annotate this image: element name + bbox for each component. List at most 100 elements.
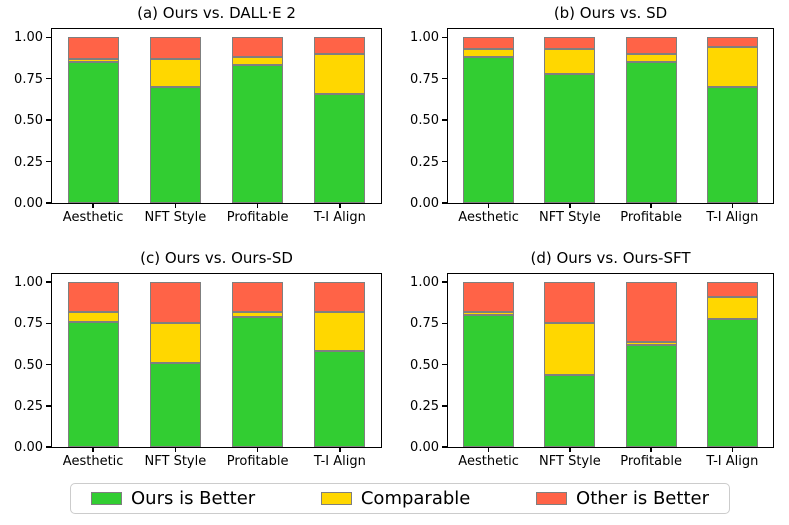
y-tick-mark (442, 36, 447, 39)
x-tick-mark (569, 203, 571, 208)
y-tick-label: 0.25 (410, 154, 439, 170)
segment-other-is-better (706, 37, 758, 48)
x-tick-mark (174, 203, 177, 208)
y-tick-mark (442, 119, 447, 121)
segment-comparable (232, 57, 284, 66)
segment-other-is-better (544, 282, 596, 324)
x-tick-label-aesthetic: Aesthetic (458, 454, 519, 469)
y-tick-mark (442, 77, 447, 80)
y-tick-mark (46, 119, 51, 121)
segment-other-is-better (314, 37, 366, 54)
segment-ours-is-better (625, 62, 677, 203)
y-tick-mark (46, 77, 51, 80)
legend-item-other-is-better: Other is Better (536, 487, 709, 509)
y-tick-label: 0.00 (410, 196, 439, 211)
segment-ours-is-better (314, 93, 366, 203)
segment-ours-is-better (544, 374, 596, 447)
segment-ours-is-better (463, 57, 515, 203)
y-tick-label: 0.00 (14, 196, 43, 211)
y-tick-mark (46, 160, 51, 163)
segment-comparable (625, 53, 677, 63)
segment-comparable (706, 297, 758, 319)
x-tick-mark (650, 447, 652, 452)
segment-other-is-better (463, 282, 515, 312)
segment-ours-is-better (67, 62, 119, 203)
x-tick-label-nft-style: NFT Style (144, 210, 207, 225)
segment-other-is-better (149, 37, 201, 59)
segment-ours-is-better (67, 321, 119, 447)
segment-ours-is-better (544, 73, 596, 203)
x-tick-label-aesthetic: Aesthetic (62, 210, 124, 225)
segment-other-is-better (625, 37, 677, 54)
segment-comparable (314, 53, 366, 94)
x-tick-mark (731, 447, 734, 452)
y-tick-mark (442, 281, 447, 283)
subplot-a-title: (a) Ours vs. DALL·E 2 (137, 4, 296, 22)
segment-other-is-better (232, 37, 284, 58)
legend-item-comparable: Comparable (320, 487, 471, 509)
subplot-c-plot-area: 0.00 0.25 0.50 0.75 1.00 Aesthetic NFT Style Pr… (14, 273, 382, 468)
y-tick-label: 0.75 (14, 71, 43, 87)
segment-comparable (149, 58, 201, 87)
y-tick-label: 0.50 (410, 113, 439, 129)
legend-label: Other is Better (576, 487, 709, 509)
x-tick-label-nft-style: NFT Style (144, 454, 207, 469)
x-tick-label-aesthetic: Aesthetic (62, 454, 124, 469)
x-tick-mark (92, 203, 94, 208)
segment-ours-is-better (463, 315, 515, 447)
y-tick-label: 0.75 (410, 71, 439, 87)
segment-comparable (67, 58, 119, 63)
y-tick-mark (46, 322, 51, 325)
segment-comparable (149, 323, 201, 363)
y-tick-label: 0.25 (14, 398, 43, 414)
legend-swatch-yellow-icon (320, 492, 352, 505)
segment-ours-is-better (625, 344, 677, 447)
legend-swatch-green-icon (91, 492, 122, 505)
segment-other-is-better (463, 37, 515, 49)
x-tick-mark (339, 447, 341, 452)
segment-ours-is-better (706, 318, 758, 447)
legend: Ours is Better Comparable Other is Bette… (70, 483, 730, 514)
y-tick-label: 0.50 (14, 357, 43, 373)
x-tick-mark (256, 447, 259, 452)
segment-comparable (232, 311, 284, 317)
y-tick-label: 0.75 (410, 316, 439, 332)
segment-comparable (544, 48, 596, 74)
x-tick-mark (487, 203, 490, 208)
y-tick-label: 1.00 (410, 275, 439, 291)
y-tick-mark (46, 36, 51, 39)
x-tick-label-nft-style: NFT Style (539, 454, 601, 469)
legend-label: Ours is Better (131, 487, 256, 509)
x-tick-mark (92, 447, 94, 452)
segment-other-is-better (149, 282, 201, 324)
legend-label: Comparable (360, 487, 471, 509)
x-tick-mark (174, 447, 177, 452)
segment-ours-is-better (706, 87, 758, 203)
y-tick-mark (46, 446, 51, 448)
y-tick-mark (442, 160, 447, 163)
y-tick-mark (46, 405, 51, 407)
y-tick-mark (46, 202, 51, 204)
segment-ours-is-better (232, 65, 284, 203)
y-tick-label: 1.00 (14, 30, 43, 46)
x-tick-label-nft-style: NFT Style (539, 210, 601, 225)
segment-comparable (314, 311, 366, 352)
subplot-a-plot-area: 0.00 0.25 0.50 0.75 1.00 Aesthetic NFT Style Pr… (14, 28, 382, 224)
y-tick-label: 0.50 (14, 113, 43, 129)
y-tick-label: 0.25 (14, 154, 43, 170)
x-tick-label-profitable: Profitable (226, 454, 289, 469)
segment-other-is-better (67, 282, 119, 312)
x-tick-label-t-i-align: T-I Align (706, 210, 759, 225)
y-tick-label: 0.00 (14, 440, 43, 455)
x-tick-label-aesthetic: Aesthetic (458, 210, 519, 225)
y-tick-label: 0.75 (14, 316, 43, 332)
subplot-d-title: (d) Ours vs. Ours-SFT (530, 249, 691, 267)
y-tick-label: 0.25 (410, 398, 439, 414)
x-tick-mark (487, 447, 490, 452)
legend-swatch-red-icon (536, 492, 568, 505)
x-tick-mark (650, 203, 652, 208)
segment-ours-is-better (314, 351, 366, 447)
segment-comparable (463, 48, 515, 58)
segment-comparable (544, 323, 596, 375)
y-tick-label: 1.00 (14, 275, 43, 291)
